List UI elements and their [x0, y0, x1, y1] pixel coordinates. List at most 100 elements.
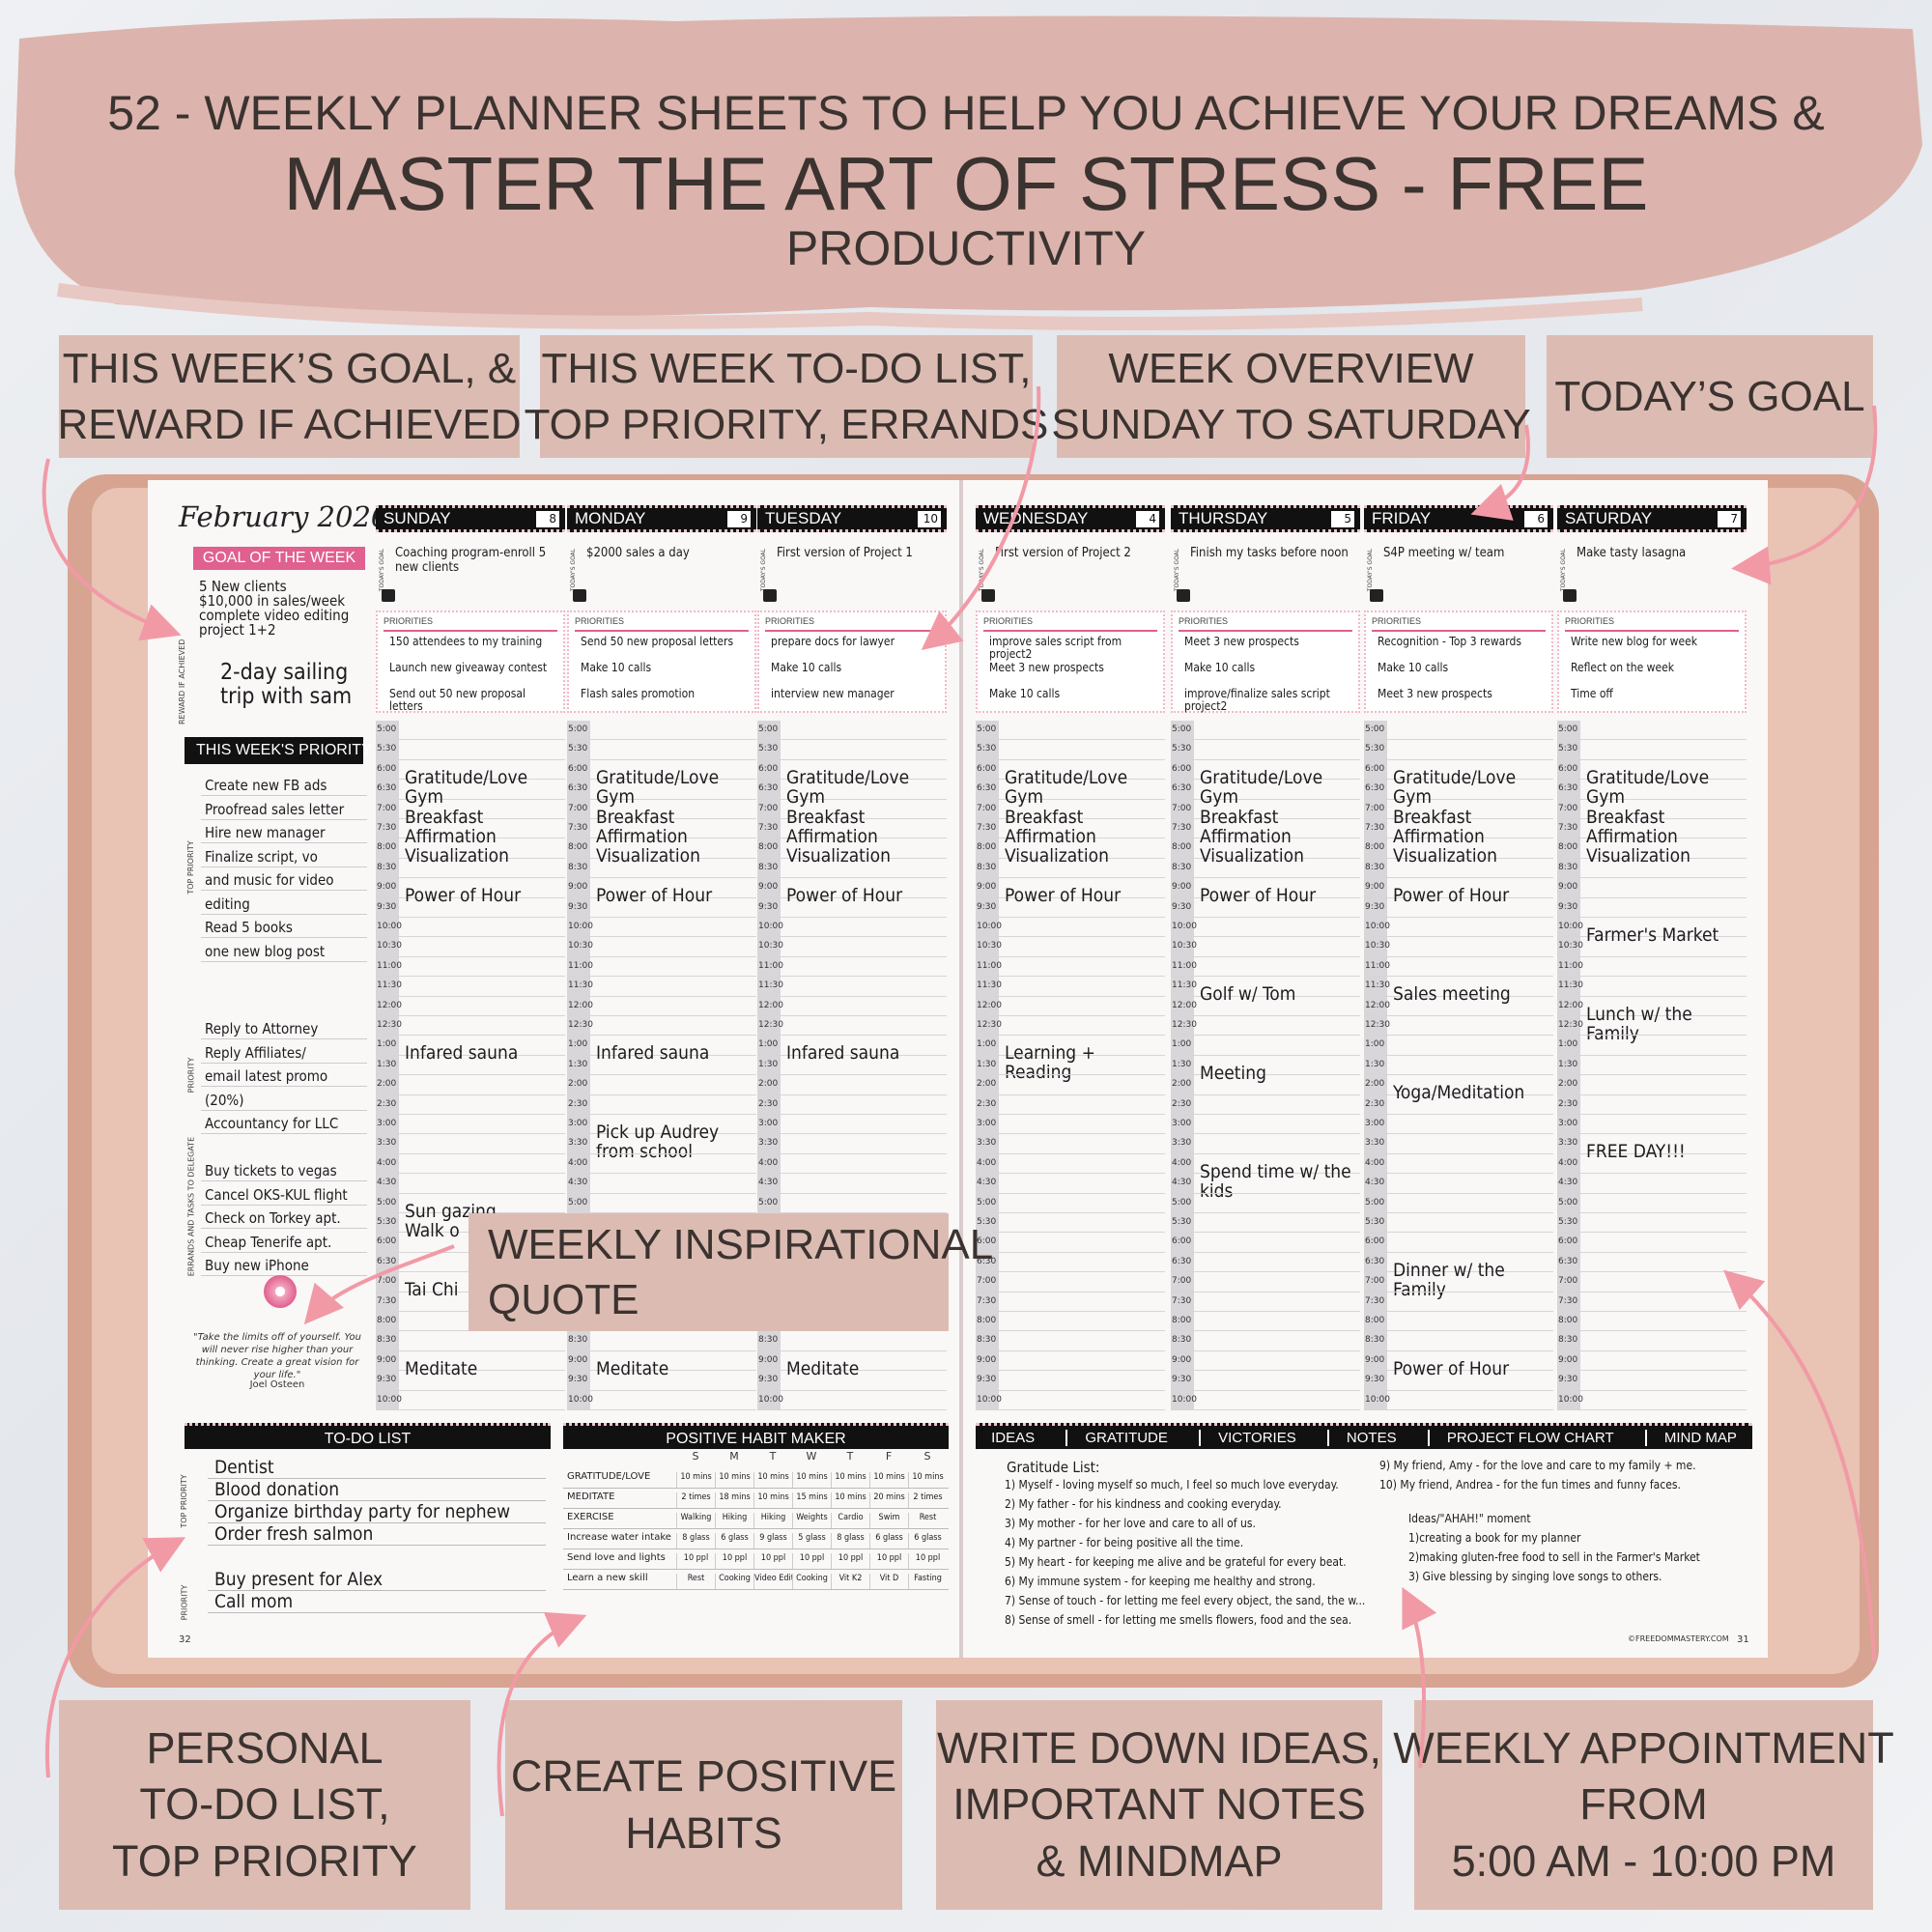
time-label: 4:00 — [568, 1157, 588, 1168]
slot-rule — [757, 976, 947, 978]
slot-rule — [757, 1035, 947, 1037]
time-label: 2:30 — [977, 1098, 997, 1109]
time-label: 3:30 — [758, 1138, 779, 1149]
habit-cell: Fasting — [908, 1574, 947, 1589]
slot-rule — [376, 779, 565, 781]
time-label: 7:30 — [1365, 823, 1385, 833]
appointment: Affirmation — [1200, 826, 1292, 847]
notes-tab: VICTORIES — [1199, 1429, 1296, 1446]
slot-rule — [1171, 1192, 1360, 1194]
priorities-rule — [384, 630, 557, 632]
time-label: 3:30 — [377, 1138, 397, 1149]
habit-name: EXERCISE — [567, 1512, 614, 1522]
slot-rule — [1364, 1133, 1553, 1135]
time-label: 5:30 — [758, 744, 779, 754]
slot-rule — [757, 877, 947, 879]
time-label: 1:00 — [1558, 1039, 1578, 1050]
slot-rule — [757, 779, 947, 781]
time-label: 12:00 — [977, 1000, 1002, 1010]
slot-rule — [567, 936, 756, 938]
time-label: 8:00 — [1365, 1316, 1385, 1325]
slot-rule — [1364, 1350, 1553, 1351]
time-label: 6:30 — [1172, 783, 1192, 794]
time-label: 9:30 — [568, 1375, 588, 1385]
slot-rule — [376, 1074, 565, 1076]
time-label: 11:30 — [568, 980, 593, 991]
appointment: Gym — [1393, 786, 1433, 809]
habit-cell: 6 glass — [869, 1533, 908, 1548]
time-label: 5:00 — [1558, 1197, 1578, 1208]
slot-rule — [376, 1054, 565, 1056]
slot-rule — [1364, 1232, 1553, 1234]
time-label: 1:30 — [977, 1059, 997, 1069]
habit-name: Learn a new skill — [567, 1573, 648, 1583]
time-label: 6:00 — [758, 763, 779, 774]
slot-rule — [757, 739, 947, 741]
time-label: 7:30 — [1558, 823, 1578, 833]
goal-line: complete video editing — [199, 607, 350, 624]
priority-rule — [201, 842, 367, 843]
todo-rule — [208, 1590, 546, 1591]
slot-rule — [757, 1152, 947, 1154]
slot-rule — [757, 995, 947, 997]
appointment: FREE DAY!!! — [1586, 1141, 1686, 1163]
appointment: Yoga/Meditation — [1393, 1082, 1525, 1104]
day-name: SUNDAY — [384, 509, 451, 527]
time-label: 12:30 — [377, 1020, 402, 1030]
habit-cell: 10 mins — [792, 1472, 831, 1488]
callout-line: WEEKLY INSPIRATIONAL — [488, 1220, 994, 1268]
slot-rule — [376, 1114, 565, 1115]
appointment: Visualization — [596, 845, 700, 867]
appointment: Gratitude/Love — [596, 766, 720, 788]
time-label: 9:30 — [1558, 1375, 1578, 1385]
idea-item: 1)creating a book for my planner — [1408, 1531, 1581, 1545]
time-label: 7:00 — [1558, 1276, 1578, 1287]
gratitude-item: 2) My father - for his kindness and cook… — [1005, 1497, 1282, 1511]
time-label: 4:30 — [377, 1178, 397, 1188]
time-label: 12:30 — [1558, 1020, 1583, 1030]
notes-tab: IDEAS — [991, 1429, 1036, 1446]
appointment: Gratitude/Love — [1393, 766, 1517, 788]
time-label: 7:30 — [1365, 1295, 1385, 1306]
slot-rule — [1171, 1212, 1360, 1213]
time-label: 2:30 — [1558, 1098, 1578, 1109]
time-label: 7:00 — [1172, 803, 1192, 813]
priority-group-label: PRIORITY — [186, 1057, 195, 1094]
appointment: Infared sauna — [405, 1042, 519, 1065]
slot-rule — [1364, 1409, 1553, 1410]
habit-day: S — [923, 1450, 931, 1463]
priority-item: one new blog post — [205, 942, 326, 960]
slot-rule — [757, 1212, 947, 1213]
time-label: 10:00 — [377, 1394, 402, 1405]
slot-rule — [567, 1350, 756, 1351]
slot-rule — [1171, 1370, 1360, 1372]
slot-rule — [976, 1251, 1165, 1253]
habit-cell: 10 mins — [869, 1472, 908, 1488]
habit-cell: 10 mins — [753, 1472, 792, 1488]
slot-rule — [757, 818, 947, 819]
slot-rule — [1557, 1389, 1747, 1391]
slot-rule — [1557, 1173, 1747, 1175]
time-label: 1:00 — [1365, 1039, 1385, 1050]
time-label: 1:30 — [377, 1059, 397, 1069]
slot-rule — [1557, 1251, 1747, 1253]
habit-cell: 2 times — [908, 1492, 947, 1508]
slot-rule — [376, 1133, 565, 1135]
time-label: 8:30 — [1558, 1335, 1578, 1346]
slot-rule — [976, 1271, 1165, 1273]
slot-rule — [376, 1350, 565, 1351]
time-label: 4:00 — [377, 1157, 397, 1168]
todays-goal-label: TODAY'S GOAL — [1174, 548, 1180, 592]
slot-rule — [1557, 955, 1747, 957]
priority-item: Create new FB ads — [205, 777, 327, 794]
slot-rule — [1557, 1232, 1747, 1234]
time-label: 2:30 — [1172, 1098, 1192, 1109]
habit-name: Send love and lights — [567, 1552, 666, 1563]
time-label: 2:30 — [758, 1098, 779, 1109]
slot-rule — [1557, 1094, 1747, 1095]
slot-rule — [976, 818, 1165, 819]
priority-rule — [201, 1109, 367, 1111]
time-gutter — [976, 721, 999, 1410]
gratitude-item: 6) My immune system - for keeping me hea… — [1005, 1575, 1316, 1588]
